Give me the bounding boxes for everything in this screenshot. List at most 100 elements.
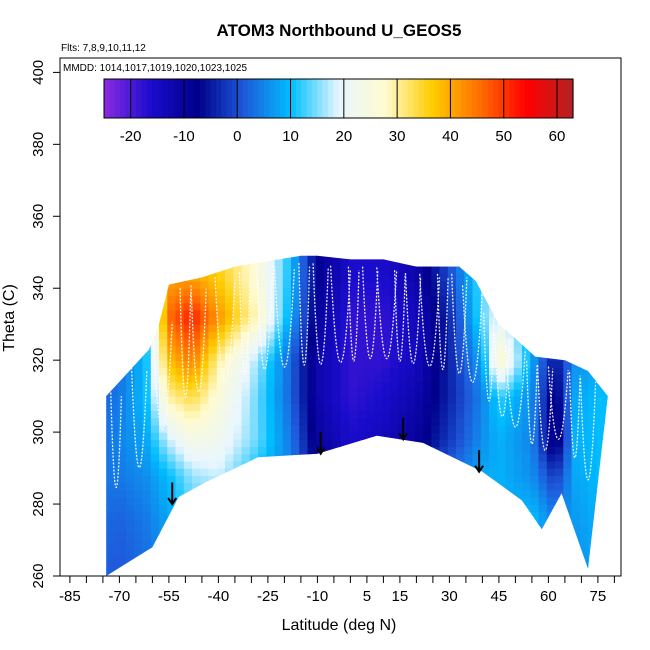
field-cell [423,295,432,304]
field-cell [225,317,234,325]
field-cell [258,338,267,347]
field-cell [381,518,391,527]
field-cell [134,561,144,570]
colorbar-cell [226,79,233,118]
field-cell [546,554,556,563]
field-cell [324,410,333,419]
field-cell [233,554,243,563]
field-cell [563,504,573,512]
field-cell [447,432,457,440]
field-cell [106,424,111,433]
field-cell [332,460,342,469]
field-cell [93,403,102,411]
field-cell [274,496,284,505]
field-cell [266,554,276,563]
field-cell [571,273,581,282]
field-cell [274,288,284,296]
field-cell [266,511,276,520]
field-cell [117,453,127,462]
field-cell [126,245,135,253]
field-cell [332,381,342,390]
field-cell [439,309,449,318]
field-cell [357,288,366,296]
field-cell [489,273,498,282]
field-cell [109,446,119,455]
field-cell [373,374,383,383]
field-cell [588,496,597,505]
field-cell [398,273,408,282]
field-cell [604,281,608,289]
field-cell [315,273,325,282]
field-cell [588,525,597,534]
field-cell [258,547,267,555]
field-cell [299,338,309,347]
field-cell [390,338,399,347]
field-cell [241,374,251,383]
field-cell [150,410,160,419]
field-cell [456,547,465,555]
field-cell [555,281,564,289]
field-cell [390,482,399,491]
colorbar-cell [274,79,281,118]
field-cell [192,417,201,426]
field-cell [613,288,622,296]
field-cell [596,568,606,576]
field-cell [241,345,251,354]
field-cell [406,410,416,419]
field-cell [613,483,622,491]
field-cell [134,518,144,527]
field-cell [555,288,564,296]
field-cell [414,288,424,296]
field-cell [381,424,391,433]
field-cell [546,324,556,332]
field-cell [233,432,243,440]
field-cell [150,302,160,311]
flight-track-path [110,262,597,489]
field-cell [530,453,540,462]
field-cell [324,511,333,520]
field-cell [505,525,515,534]
field-cell [183,475,193,484]
field-cell [588,504,597,512]
field-cell [522,489,531,498]
field-cell [439,367,449,376]
field-cell [365,439,375,448]
field-cell [357,496,366,505]
field-cell [315,424,325,433]
field-cell [604,259,608,268]
field-cell [126,255,135,261]
field-cell [274,255,284,261]
field-cell [505,317,515,325]
field-cell [357,396,366,404]
field-cell [208,410,218,419]
field-cell [192,540,201,548]
field-cell [175,468,185,476]
field-cell [183,288,193,296]
field-cell [373,388,383,397]
field-cell [390,432,399,440]
field-cell [117,489,127,498]
field-cell [299,511,309,520]
field-cell [480,518,490,527]
field-cell [348,302,358,311]
field-cell [192,360,201,368]
field-cell [150,353,160,361]
field-cell [142,266,152,275]
field-cell [522,446,531,455]
field-cell [216,266,226,275]
field-cell [480,255,490,261]
field-cell [93,518,102,526]
field-cell [93,375,102,383]
field-cell [225,561,234,570]
field-cell [299,460,309,469]
field-cell [613,396,622,404]
field-cell [613,418,622,426]
field-cell [315,266,325,275]
field-cell [233,302,243,311]
field-cell [117,410,127,419]
field-cell [423,410,432,419]
field-cell [439,295,449,304]
field-cell [200,410,210,419]
field-cell [150,568,160,576]
field-cell [142,360,152,368]
